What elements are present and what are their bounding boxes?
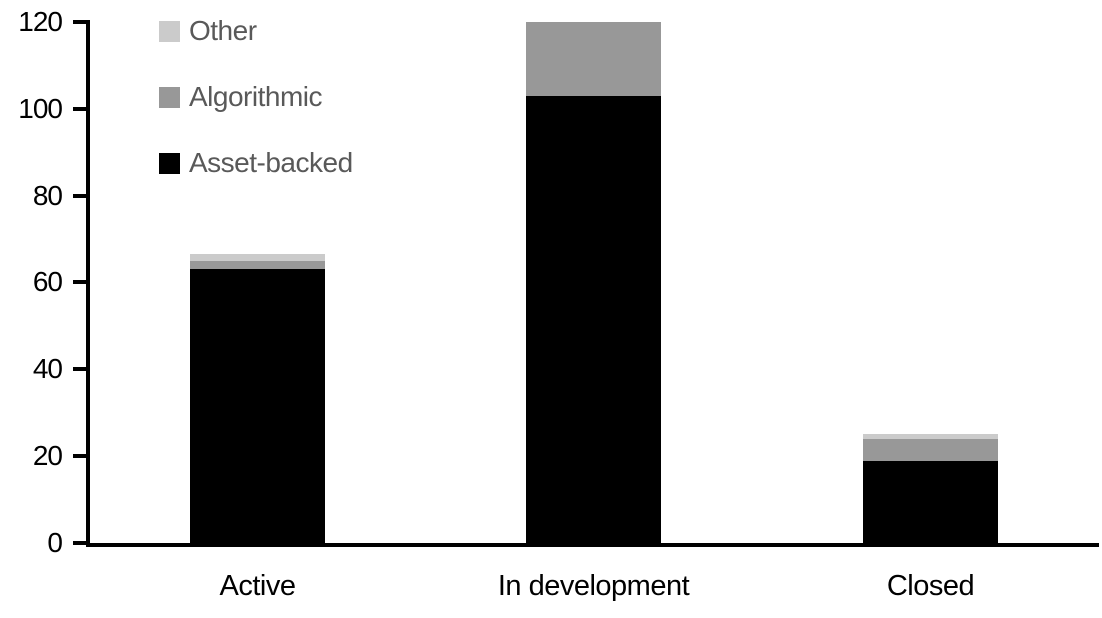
legend-swatch-asset-backed [159, 152, 180, 174]
bar-segment-algorithmic-in-development [526, 21, 661, 96]
y-axis-tick-label-100: 100 [18, 92, 63, 124]
legend-item-asset-backed: Asset-backed [159, 147, 353, 178]
bar-segment-algorithmic-closed [863, 438, 998, 461]
legend-label-algorithmic: Algorithmic [189, 81, 322, 112]
legend-swatch-algorithmic [159, 86, 180, 108]
bar-segment-other-active [190, 254, 325, 261]
y-axis-tick-label-20: 20 [32, 440, 63, 472]
bar-segment-asset-backed-active [190, 269, 325, 543]
y-axis-tick-60 [73, 280, 88, 285]
legend-label-asset-backed: Asset-backed [189, 147, 353, 178]
y-axis-line [86, 20, 90, 547]
legend-item-other: Other [159, 15, 353, 46]
y-axis-tick-label-40: 40 [32, 353, 63, 385]
y-axis-tick-label-120: 120 [18, 5, 63, 37]
legend: Other Algorithmic Asset-backed [159, 15, 353, 218]
y-axis-tick-label-60: 60 [32, 266, 63, 298]
bar-segment-asset-backed-closed [863, 460, 998, 543]
y-axis-tick-label-0: 0 [47, 527, 63, 558]
y-axis-tick-40 [73, 367, 88, 372]
x-axis-category-label-closed: Closed [886, 570, 975, 602]
bar-segment-other-closed [863, 434, 998, 439]
y-axis-tick-80 [73, 193, 88, 198]
legend-item-algorithmic: Algorithmic [159, 81, 353, 112]
y-axis-tick-20 [73, 454, 88, 459]
bar-segment-algorithmic-active [190, 260, 325, 270]
y-axis-tick-0 [73, 541, 88, 545]
x-axis-category-label-active: Active [219, 570, 296, 602]
y-axis-tick-label-80: 80 [32, 179, 63, 211]
y-axis-tick-100 [73, 106, 88, 111]
legend-swatch-other [159, 20, 180, 42]
x-axis-line [86, 543, 1099, 547]
y-axis-tick-120 [73, 19, 88, 24]
x-axis-category-label-in-development: In development [497, 570, 690, 602]
legend-label-other: Other [189, 15, 257, 46]
bar-segment-asset-backed-in-development [526, 95, 661, 543]
